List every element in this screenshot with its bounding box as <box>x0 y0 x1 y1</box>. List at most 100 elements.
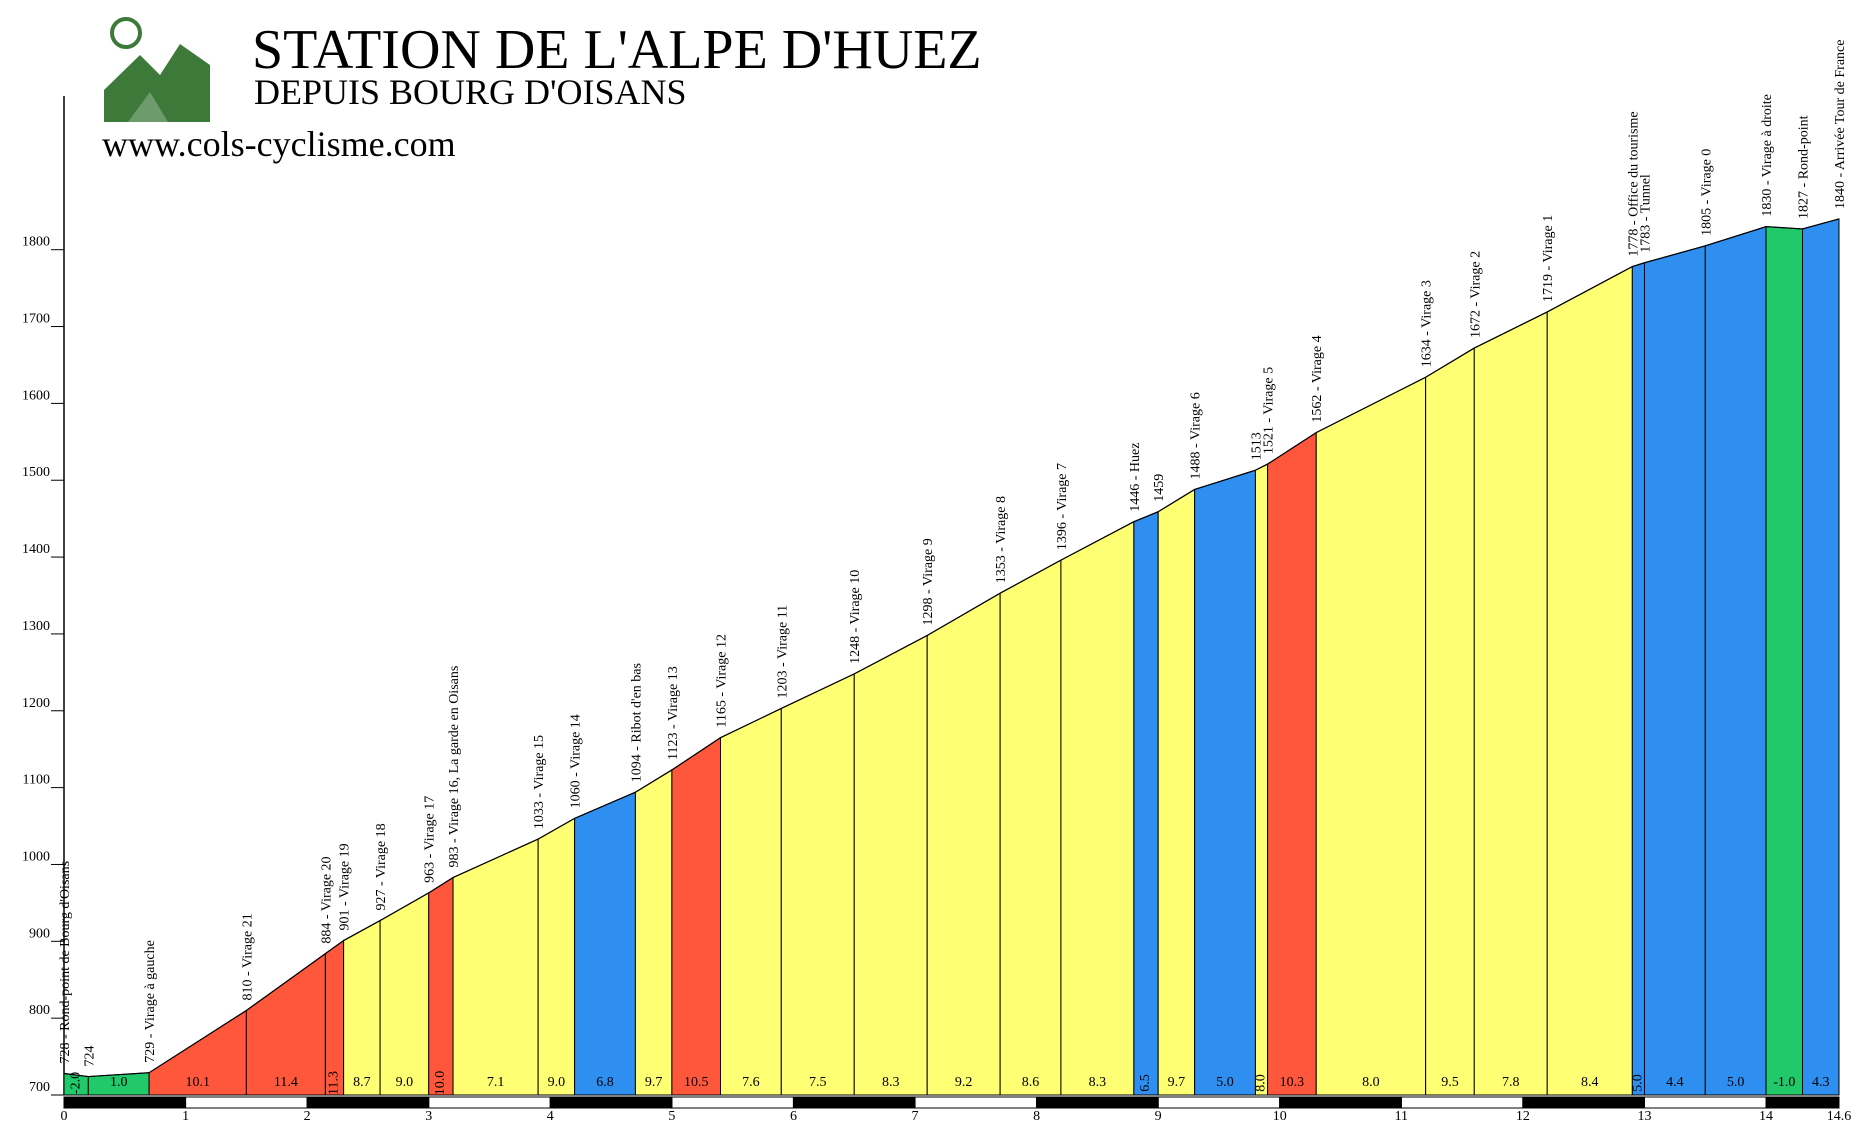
km-bar <box>306 1096 430 1109</box>
profile-segment <box>379 892 430 1096</box>
profile-segment <box>1631 262 1645 1096</box>
chart-subtitle: DEPUIS BOURG D'OISANS <box>254 72 687 112</box>
km-bar <box>185 1096 308 1109</box>
profile-segment <box>245 952 326 1096</box>
point-label: 1778 - Office du tourisme <box>1626 111 1641 256</box>
x-tick-label: 13 <box>1637 1109 1651 1124</box>
profile-segment <box>780 673 855 1096</box>
point-label: 963 - Virage 17 <box>423 796 438 883</box>
profile-segment <box>1254 463 1269 1096</box>
point-label: 884 - Virage 20 <box>319 856 334 943</box>
km-bar <box>1036 1096 1159 1109</box>
point-label: 1830 - Virage à droite <box>1760 94 1775 217</box>
gradient-label: 5.0 <box>1216 1075 1234 1090</box>
point-label: 1298 - Virage 9 <box>921 538 936 625</box>
gradient-label: 9.7 <box>1168 1075 1186 1090</box>
point-label: 1446 - Huez <box>1128 443 1143 512</box>
gradient-label: 11.3 <box>327 1071 342 1095</box>
x-tick-label: 9 <box>1155 1109 1162 1124</box>
point-label: 927 - Virage 18 <box>374 823 389 910</box>
x-tick-label: 4 <box>547 1109 554 1124</box>
point-label: 1165 - Virage 12 <box>715 634 730 728</box>
point-label: 1634 - Virage 3 <box>1420 280 1435 367</box>
profile-segment <box>1765 226 1804 1096</box>
km-bar <box>63 1096 187 1109</box>
gradient-label: 5.0 <box>1631 1074 1646 1092</box>
x-tick-label: 2 <box>304 1109 311 1124</box>
point-label: 1033 - Virage 15 <box>532 735 547 829</box>
y-tick-label: 1100 <box>23 773 50 788</box>
point-label: 724 <box>82 1046 97 1067</box>
profile-segment <box>1704 225 1767 1096</box>
profile-segment <box>720 707 782 1096</box>
gradient-label: 8.7 <box>353 1075 371 1090</box>
x-tick-label: 3 <box>425 1109 432 1124</box>
point-label: 1521 - Virage 5 <box>1262 367 1277 454</box>
profile-segment <box>1473 311 1548 1096</box>
profile-line <box>63 218 1840 1078</box>
logo <box>104 17 210 122</box>
profile-segment <box>1425 347 1475 1096</box>
profile-segment <box>999 559 1062 1096</box>
profile-segment <box>1315 376 1427 1096</box>
y-tick-label: 1300 <box>22 619 50 634</box>
point-label: 1840 - Arrivée Tour de France <box>1833 40 1848 209</box>
point-label: 1203 - Virage 11 <box>775 605 790 699</box>
km-bar <box>428 1096 551 1109</box>
x-tick-label: 0 <box>61 1109 68 1124</box>
point-label: 1719 - Virage 1 <box>1541 215 1556 302</box>
profile-segment <box>428 876 454 1096</box>
point-label: 1459 <box>1152 474 1167 502</box>
x-tick-label: 8 <box>1033 1109 1040 1124</box>
profile-segment <box>1157 488 1196 1096</box>
y-tick-label: 1000 <box>22 849 50 864</box>
gradient-label: -2.0 <box>68 1072 83 1094</box>
point-label: 983 - Virage 16, La garde en Oisans <box>447 666 462 868</box>
point-label: 1805 - Virage 0 <box>1699 149 1714 236</box>
logo-mountain <box>104 44 210 122</box>
km-bar <box>1400 1096 1524 1109</box>
gradient-label: 6.8 <box>596 1075 614 1090</box>
gradient-label: 7.6 <box>742 1075 760 1090</box>
gradient-label: 1.0 <box>110 1075 128 1090</box>
profile-segment <box>1643 245 1706 1096</box>
y-tick-label: 1700 <box>22 312 50 327</box>
point-label: 728 - Rond-point de Bourg d'Oisans <box>58 861 73 1064</box>
gradient-label: 10.1 <box>185 1075 210 1090</box>
point-label: 1060 - Virage 14 <box>569 714 584 808</box>
km-bar <box>914 1096 1038 1109</box>
profile-segment <box>634 769 673 1096</box>
point-label: 1827 - Rond-point <box>1797 115 1812 219</box>
point-label: 1672 - Virage 2 <box>1468 251 1483 338</box>
gradient-label: 8.3 <box>1089 1075 1107 1090</box>
km-bar <box>1765 1096 1840 1109</box>
profile-segment <box>1133 510 1159 1096</box>
gradient-label: 8.0 <box>1254 1074 1269 1092</box>
gradient-label: 10.0 <box>433 1071 448 1096</box>
point-label: 1488 - Virage 6 <box>1189 392 1204 479</box>
profile-segment <box>343 919 381 1096</box>
km-bar <box>1522 1096 1645 1109</box>
gradient-label: 8.0 <box>1362 1075 1380 1090</box>
x-tick-label: 1 <box>182 1109 189 1124</box>
point-label: 1396 - Virage 7 <box>1055 463 1070 550</box>
profile-segment <box>853 634 928 1096</box>
chart-title: STATION DE L'ALPE D'HUEZ <box>252 19 982 81</box>
y-tick-label: 1500 <box>22 465 50 480</box>
gradient-label: 7.1 <box>487 1075 505 1090</box>
y-tick-label: 1400 <box>22 542 50 557</box>
km-bar <box>1643 1096 1767 1109</box>
profile-segment <box>452 838 539 1096</box>
gradient-label: 4.4 <box>1666 1075 1684 1090</box>
y-tick-label: 800 <box>29 1003 50 1018</box>
point-label: 1562 - Virage 4 <box>1310 335 1325 422</box>
gradient-label: 7.5 <box>809 1075 827 1090</box>
gradient-label: 11.4 <box>274 1075 298 1090</box>
profile-segment <box>1194 469 1256 1096</box>
y-tick-label: 700 <box>29 1080 50 1095</box>
x-tick-label: 11 <box>1395 1109 1408 1124</box>
y-tick-label: 900 <box>29 926 50 941</box>
gradient-label: 8.6 <box>1022 1075 1040 1090</box>
km-bar <box>792 1096 916 1109</box>
